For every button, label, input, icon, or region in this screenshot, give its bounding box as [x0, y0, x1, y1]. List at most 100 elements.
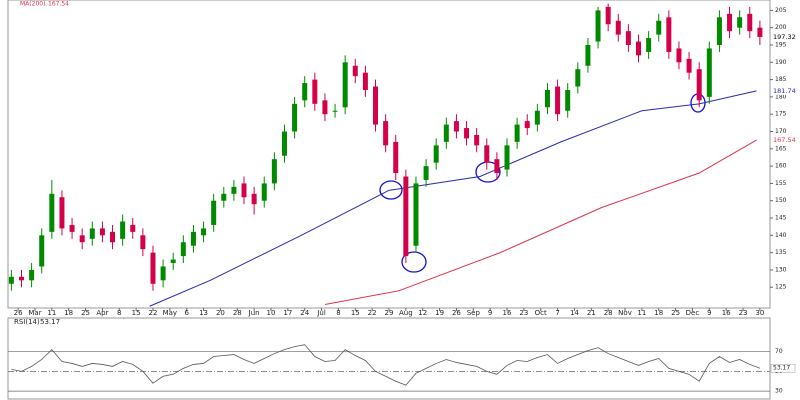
x-tick-label: Jun	[248, 309, 260, 317]
circle	[401, 251, 427, 273]
ma-legend-value: 167.54	[48, 1, 69, 8]
rsi-panel	[7, 317, 771, 400]
x-tick-label: Mar	[28, 309, 41, 317]
x-tick-label: 25	[671, 309, 680, 317]
candle-body	[686, 58, 692, 73]
y-tick-label: 140	[775, 232, 787, 239]
candle-body	[312, 79, 318, 104]
candle-body	[110, 231, 116, 243]
candle-body	[443, 124, 449, 142]
y-tick-label: 180	[775, 93, 787, 100]
x-tick-label: 26	[14, 309, 23, 317]
candle-body	[49, 193, 55, 232]
candle-body	[747, 13, 753, 32]
candle-body	[524, 121, 530, 129]
y-tick-label: 70	[775, 348, 783, 355]
ma-legend-name: MA(200)	[20, 1, 45, 8]
x-tick-label: Apr	[96, 309, 108, 317]
candle-body	[474, 134, 480, 146]
candle-body	[211, 200, 217, 225]
candle-body	[59, 197, 65, 229]
y-tick-label: 145	[775, 215, 787, 222]
candle-body	[170, 259, 176, 264]
x-tick-label: 9	[488, 309, 492, 317]
rsi-line	[11, 344, 761, 386]
candle-body	[221, 193, 227, 201]
x-tick-label: 15	[351, 309, 360, 317]
candle-body	[514, 124, 520, 142]
y-tick-label: 185	[775, 76, 787, 83]
rsi-tag-label: 53.17	[773, 365, 790, 372]
candle-body	[150, 252, 156, 284]
x-tick-label: 11	[47, 309, 56, 317]
x-tick-label: 24	[300, 309, 309, 317]
y-tick-label: 135	[775, 249, 787, 256]
x-tick-label: May	[163, 309, 177, 317]
candle-body	[696, 69, 702, 101]
candle-body	[89, 228, 95, 239]
candle-body	[241, 183, 247, 198]
candle-body	[605, 6, 611, 25]
x-tick-label: 12	[418, 309, 427, 317]
x-tick-label: 10	[267, 309, 276, 317]
candle-body	[625, 31, 631, 45]
x-tick-label: 23	[739, 309, 748, 317]
x-tick-label: 16	[503, 309, 512, 317]
x-tick-label: 15	[132, 309, 141, 317]
y-tick-label: 170	[775, 128, 787, 135]
x-tick-label: 14	[570, 309, 579, 317]
y-tick-label: 150	[775, 197, 787, 204]
x-tick-label: Dec	[686, 309, 700, 317]
x-tick-label: 26	[452, 309, 461, 317]
candle-body	[362, 72, 368, 90]
candle-body	[666, 17, 672, 52]
x-tick-label: Aug	[399, 309, 413, 317]
y-tick-label: 125	[775, 284, 787, 291]
candle-body	[302, 83, 308, 101]
candle-body	[646, 38, 652, 52]
candle-body	[332, 110, 338, 112]
x-tick-label: 18	[64, 309, 73, 317]
candle-body	[706, 48, 712, 97]
x-tick-label: Nov	[618, 309, 632, 317]
price-tag	[771, 32, 800, 41]
candle-body	[99, 228, 105, 236]
candle-body	[281, 131, 287, 156]
candle-body	[413, 183, 419, 246]
candle-body	[757, 27, 763, 37]
candle-body	[190, 231, 196, 246]
rsi-tag	[770, 363, 796, 373]
x-tick-label: Oct	[535, 309, 547, 317]
candle-body	[433, 145, 439, 163]
candle-body	[575, 69, 581, 87]
y-tick-label: 165	[775, 145, 787, 152]
candle-body	[656, 20, 662, 35]
candle-body	[322, 100, 328, 115]
candle-body	[251, 193, 257, 205]
x-tick-label: 25	[81, 309, 90, 317]
moving-average	[324, 139, 757, 306]
candle-body	[271, 159, 277, 184]
x-tick-label: 17	[283, 309, 292, 317]
x-tick-label: 7	[555, 309, 559, 317]
y-tick-label: 205	[775, 7, 787, 14]
x-tick-label: 8	[117, 309, 121, 317]
x-tick-label: 30	[755, 309, 764, 317]
y-tick-label: 160	[775, 163, 787, 170]
candle-body	[494, 159, 500, 174]
x-tick-label: 20	[216, 309, 225, 317]
candle-body	[453, 121, 459, 132]
circle	[379, 180, 403, 200]
candle-body	[180, 242, 186, 257]
price-tag-label: 167.54	[773, 136, 796, 144]
y-tick-label: 200	[775, 24, 787, 31]
candle-body	[484, 145, 490, 163]
y-tick-label: 175	[775, 111, 787, 118]
candle-body	[352, 65, 358, 77]
candle-body	[160, 266, 166, 281]
x-tick-label: Jul	[316, 309, 326, 317]
y-tick-label: 195	[775, 41, 787, 48]
x-tick-label: 28	[233, 309, 242, 317]
